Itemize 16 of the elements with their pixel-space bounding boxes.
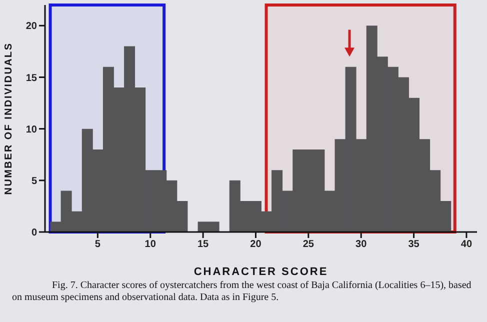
x-tick-label: 30 <box>356 239 368 250</box>
x-tick-label: 10 <box>144 239 156 250</box>
y-tick-label: 20 <box>26 21 38 32</box>
x-tick-label: 40 <box>460 239 472 250</box>
y-tick-label: 15 <box>26 72 38 84</box>
y-axis-title: NUMBER OF INDIVIDUALS <box>4 42 15 195</box>
y-tick-label: 0 <box>31 228 38 239</box>
y-tick-label: 5 <box>31 176 38 187</box>
x-tick-label: 15 <box>197 239 210 250</box>
x-tick-label: 35 <box>408 239 420 250</box>
x-tick-label: 5 <box>94 239 101 250</box>
x-axis-title: CHARACTER SCORE <box>194 266 328 278</box>
x-tick-label: 20 <box>250 239 262 250</box>
y-tick-label: 10 <box>26 124 38 136</box>
x-tick-label: 25 <box>302 239 314 250</box>
caption: Fig. 7. Character scores of oystercatchers from the west coast of Baja California (Localities 6–15), based on museum specimens and observational data. Data as in Figure 5. <box>12 280 472 304</box>
